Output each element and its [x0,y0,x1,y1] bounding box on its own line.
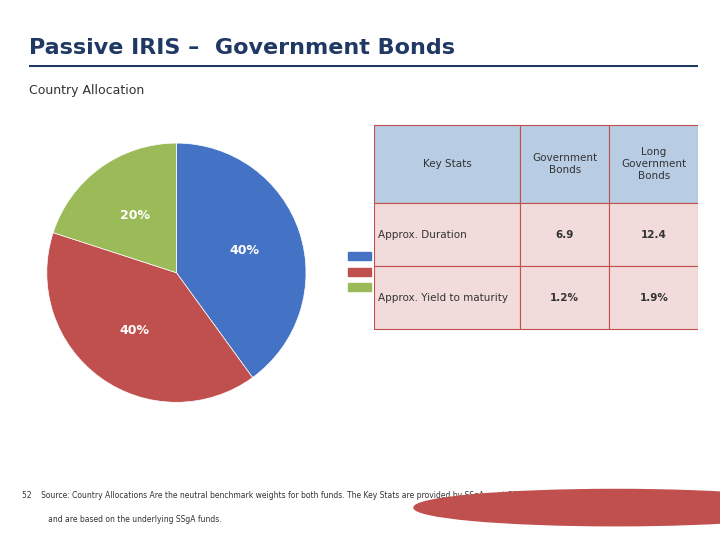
Legend: Germany, France, Netherlands: Germany, France, Netherlands [344,248,452,298]
FancyBboxPatch shape [609,266,698,329]
Text: Approx. Duration: Approx. Duration [378,230,467,240]
Text: 20%: 20% [120,208,150,221]
Text: 40%: 40% [229,244,259,257]
FancyBboxPatch shape [609,125,698,203]
Text: 52    Source: Country Allocations Are the neutral benchmark weights for both fun: 52 Source: Country Allocations Are the n… [22,491,551,501]
Text: NEW IRELAND
ASSURANCE: NEW IRELAND ASSURANCE [634,494,710,515]
Text: Key Stats: Key Stats [423,159,472,169]
Text: Passive IRIS –  Government Bonds: Passive IRIS – Government Bonds [29,38,455,58]
Text: Approx. Yield to maturity: Approx. Yield to maturity [378,293,508,302]
FancyBboxPatch shape [521,203,609,266]
Wedge shape [47,233,253,402]
FancyBboxPatch shape [521,125,609,203]
Text: 1.2%: 1.2% [550,293,580,302]
Text: and are based on the underlying SSgA funds.: and are based on the underlying SSgA fun… [22,515,221,524]
FancyBboxPatch shape [374,125,521,203]
Wedge shape [53,143,176,273]
Wedge shape [176,143,306,377]
Text: 6.9: 6.9 [556,230,574,240]
Text: Long
Government
Bonds: Long Government Bonds [621,147,686,180]
FancyBboxPatch shape [374,203,521,266]
Text: Country Allocation: Country Allocation [29,84,144,97]
FancyBboxPatch shape [609,203,698,266]
Text: 12.4: 12.4 [641,230,667,240]
Circle shape [414,489,720,526]
Text: Government
Bonds: Government Bonds [532,153,598,175]
FancyBboxPatch shape [521,266,609,329]
FancyBboxPatch shape [374,266,521,329]
Text: 1.9%: 1.9% [639,293,668,302]
Text: 40%: 40% [120,324,150,337]
